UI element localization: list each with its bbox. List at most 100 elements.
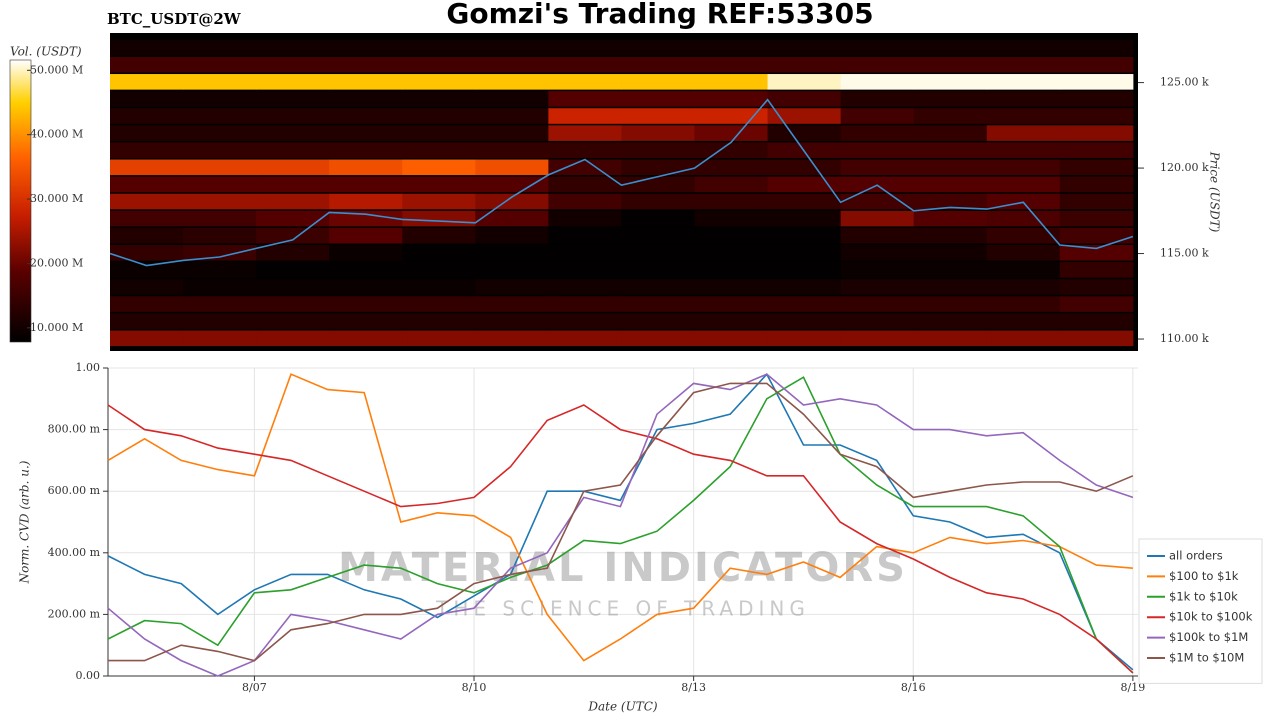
heatmap-cell	[548, 262, 622, 278]
heatmap-cell	[110, 74, 184, 90]
heatmap-cell	[329, 125, 403, 141]
heatmap-cell	[621, 125, 696, 141]
heatmap-cell	[110, 330, 184, 347]
heatmap-cell	[110, 56, 184, 73]
heatmap-cell	[475, 176, 549, 193]
heatmap-cell	[767, 56, 842, 73]
cvd-line	[107, 372, 1134, 671]
heatmap-cell	[329, 74, 403, 90]
heatmap-cell	[767, 91, 842, 107]
heatmap-cell	[840, 125, 915, 141]
heatmap-cell	[402, 39, 476, 56]
heatmap-cell	[110, 193, 184, 210]
heatmap-cell	[986, 227, 1061, 244]
heatmap-cell	[621, 262, 696, 278]
heatmap-cell	[621, 296, 696, 312]
heatmap-cell	[256, 74, 330, 90]
heatmap-cell	[475, 108, 549, 124]
heatmap-cell	[548, 159, 622, 176]
y-tick-label: 200.00 m	[48, 607, 101, 620]
heatmap-cell	[1059, 142, 1134, 159]
heatmap-cell	[840, 74, 915, 90]
legend-label: $100 to $1k	[1169, 569, 1239, 583]
heatmap-cell	[183, 227, 257, 244]
heatmap-cell	[1059, 210, 1134, 227]
heatmap-cell	[1059, 56, 1134, 73]
heatmap-cell	[183, 193, 257, 210]
heatmap-cell	[183, 56, 257, 73]
x-tick-label: 8/10	[462, 681, 487, 694]
heatmap-cell	[110, 210, 184, 227]
heatmap-cell	[913, 279, 988, 295]
heatmap-cell	[621, 210, 696, 227]
heatmap-cell	[840, 108, 915, 124]
heatmap-cell	[621, 245, 696, 261]
heatmap-cell	[1059, 227, 1134, 244]
heatmap-cell	[329, 313, 403, 329]
heatmap-cell	[986, 56, 1061, 73]
heatmap-cell	[256, 245, 330, 261]
heatmap-cell	[183, 210, 257, 227]
heatmap-cell	[183, 330, 257, 347]
heatmap-cell	[767, 176, 842, 193]
heatmap-cell	[329, 91, 403, 107]
heatmap-cell	[402, 74, 476, 90]
colorbar-tick-label: 50.000 M	[30, 63, 83, 76]
heatmap-cell	[694, 39, 769, 56]
heatmap-cell	[256, 313, 330, 329]
heatmap-cell	[913, 159, 988, 176]
heatmap-cell	[183, 74, 257, 90]
heatmap-cell	[329, 39, 403, 56]
heatmap-cell	[183, 176, 257, 193]
heatmap-cell	[548, 39, 622, 56]
heatmap-cell	[110, 108, 184, 124]
x-axis-label: Date (UTC)	[587, 700, 657, 714]
heatmap-cell	[548, 125, 622, 141]
legend-box	[1138, 538, 1263, 684]
heatmap-cell	[767, 74, 842, 90]
heatmap-cell	[986, 245, 1061, 261]
heatmap-cell	[840, 296, 915, 312]
heatmap-cell	[840, 39, 915, 56]
heatmap-cell	[840, 227, 915, 244]
heatmap-cell	[402, 279, 476, 295]
colorbar	[9, 59, 32, 343]
heatmap-cell	[329, 193, 403, 210]
heatmap-cell	[1059, 245, 1134, 261]
heatmap-cell	[913, 91, 988, 107]
heatmap-cell	[913, 210, 988, 227]
heatmap-cell	[548, 330, 622, 347]
heatmap-cell	[110, 245, 184, 261]
heatmap-cell	[840, 330, 915, 347]
heatmap-cell	[329, 176, 403, 193]
y-tick-label: 120.00 k	[1160, 161, 1209, 174]
price-line	[110, 98, 1134, 267]
heatmap-cell	[402, 193, 476, 210]
heatmap-cell	[402, 142, 476, 159]
heatmap-cell	[402, 313, 476, 329]
x-tick-label: 8/16	[901, 681, 926, 694]
heatmap-cell	[329, 296, 403, 312]
heatmap-cell	[621, 193, 696, 210]
heatmap-cell	[767, 279, 842, 295]
heatmap-cell	[694, 313, 769, 329]
heatmap-cell	[256, 262, 330, 278]
heatmap-cell	[621, 56, 696, 73]
heatmap-cell	[256, 125, 330, 141]
heatmap-cell	[986, 279, 1061, 295]
heatmap-cell	[256, 296, 330, 312]
heatmap-cell	[475, 210, 549, 227]
y-tick-label: 125.00 k	[1160, 76, 1209, 89]
y-tick-label: 600.00 m	[48, 484, 101, 497]
heatmap-cell	[183, 313, 257, 329]
y-tick-label: 800.00 m	[48, 423, 101, 436]
heatmap-cell	[110, 176, 184, 193]
heatmap-cell	[840, 193, 915, 210]
heatmap-cell	[694, 210, 769, 227]
heatmap-cell	[329, 210, 403, 227]
heatmap-cell	[986, 74, 1061, 90]
heatmap-cell	[402, 245, 476, 261]
heatmap-cell	[548, 313, 622, 329]
heatmap-cell	[256, 39, 330, 56]
